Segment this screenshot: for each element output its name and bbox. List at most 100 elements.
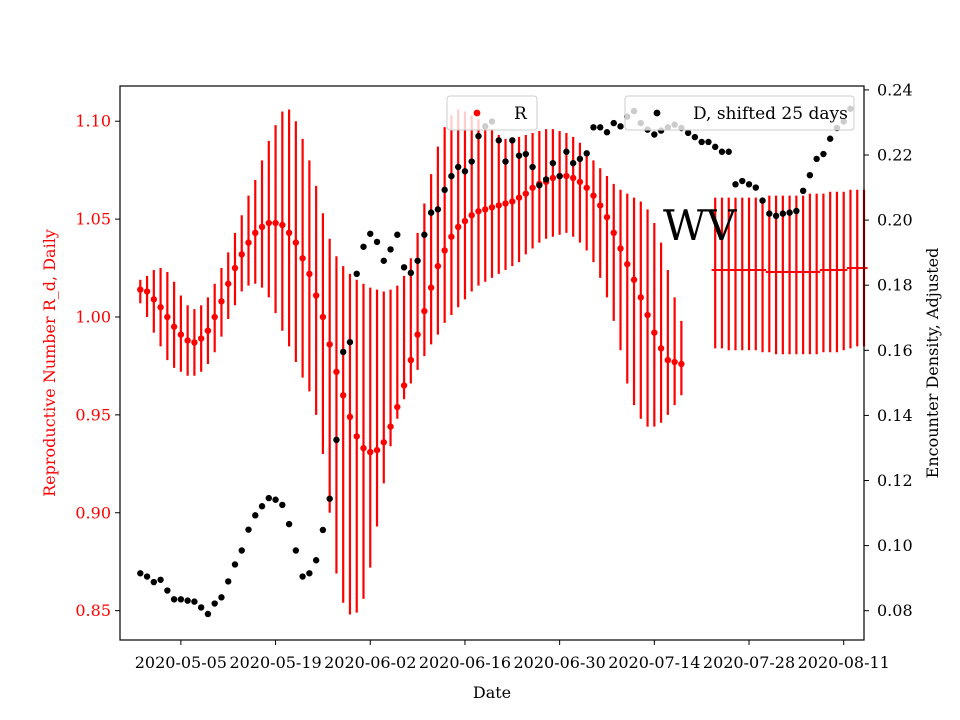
r-point: [340, 392, 347, 399]
d-point: [583, 150, 590, 157]
plot-frame: [119, 85, 865, 641]
d-point: [529, 163, 536, 171]
r-point: [657, 345, 665, 352]
d-point: [265, 494, 272, 502]
r-point: [529, 184, 536, 191]
r-point: [651, 329, 658, 336]
d-point: [164, 587, 171, 594]
d-point: [597, 124, 604, 131]
d-point: [373, 238, 381, 246]
d-point: [197, 604, 205, 611]
r-point: [265, 219, 272, 227]
r-point: [597, 202, 604, 209]
r-point: [245, 239, 252, 246]
d-point: [157, 576, 164, 583]
d-point: [590, 124, 597, 131]
r-point: [522, 190, 530, 197]
r-point: [319, 313, 327, 321]
r-points: [137, 172, 868, 456]
r-point: [252, 229, 259, 237]
d-point: [380, 257, 387, 264]
r-point: [414, 331, 421, 338]
r-point: [515, 194, 523, 201]
r-point: [488, 204, 496, 211]
d-point: [421, 231, 428, 238]
r-point: [482, 206, 489, 213]
d-point: [319, 526, 327, 534]
r-point: [394, 403, 401, 411]
r-point: [603, 213, 611, 221]
d-point: [603, 129, 611, 136]
d-point: [739, 177, 746, 185]
legend-r: R: [446, 95, 538, 131]
d-point: [299, 573, 306, 580]
d-point: [515, 152, 523, 159]
d-point: [826, 135, 834, 142]
y-right-tick-label: 0.08: [877, 601, 913, 620]
y-left-tick-label: 0.95: [75, 405, 111, 424]
d-point: [225, 578, 232, 585]
r-point: [353, 433, 360, 440]
d-point: [170, 596, 178, 603]
r-point: [671, 358, 678, 366]
y-right-tick-label: 0.10: [877, 536, 913, 555]
d-point: [448, 172, 455, 180]
r-point: [150, 296, 158, 303]
legend-r-marker: [473, 109, 481, 117]
x-tick-label: 2020-07-28: [703, 653, 795, 672]
y-right-tick-label: 0.24: [877, 80, 913, 99]
r-point: [157, 304, 164, 311]
d-point: [245, 526, 252, 533]
y-left-tick-label: 0.90: [75, 503, 111, 522]
r-point: [177, 331, 185, 338]
r-point: [299, 255, 306, 262]
d-point: [475, 132, 482, 140]
x-axis-label: Date: [473, 683, 511, 702]
d-point: [651, 131, 658, 138]
r-point: [292, 239, 300, 246]
d-point: [441, 186, 448, 194]
y-right-tick-label: 0.18: [877, 276, 913, 295]
legend-d: D, shifted 25 days: [624, 95, 855, 131]
r-point: [211, 313, 218, 321]
y-left-tick-label: 1.10: [75, 112, 111, 131]
d-point: [387, 246, 394, 253]
d-point: [340, 348, 347, 356]
d-point: [563, 148, 570, 155]
r-point: [624, 260, 631, 268]
d-point: [610, 119, 617, 127]
d-point: [799, 187, 807, 195]
x-tick-label: 2020-08-11: [798, 653, 890, 672]
x-axis: 2020-05-05 2020-05-19 2020-06-02 2020-06-16…: [135, 640, 890, 672]
d-point: [427, 209, 435, 216]
d-point: [813, 155, 820, 163]
d-point: [542, 176, 550, 183]
y-axis-left-label: Reproductive Number R_d, Daily: [40, 229, 59, 497]
y-right-tick-label: 0.14: [877, 406, 913, 425]
d-point: [617, 123, 624, 130]
d-point: [759, 197, 766, 204]
r-point: [630, 276, 638, 284]
d-point: [779, 210, 787, 217]
d-point: [279, 501, 286, 509]
d-point: [333, 436, 340, 444]
d-point: [786, 209, 793, 216]
r-point: [197, 335, 205, 342]
r-point: [272, 219, 279, 227]
r-point: [583, 184, 590, 191]
r-point: [678, 360, 685, 368]
wv-annotation: WV: [663, 201, 737, 250]
y-left-tick-label: 0.85: [75, 601, 111, 620]
x-tick-label: 2020-06-16: [419, 653, 511, 672]
r-point: [434, 262, 442, 270]
r-point: [170, 323, 178, 330]
legend-d-label: D, shifted 25 days: [693, 104, 848, 124]
d-point: [360, 243, 367, 250]
d-point: [346, 338, 354, 346]
r-point: [509, 198, 516, 205]
r-point: [441, 247, 448, 254]
y-axis-left: 0.85 0.90 0.95 1.00 1.05 1.10: [75, 112, 120, 620]
d-point: [732, 181, 739, 188]
d-point: [285, 520, 293, 528]
